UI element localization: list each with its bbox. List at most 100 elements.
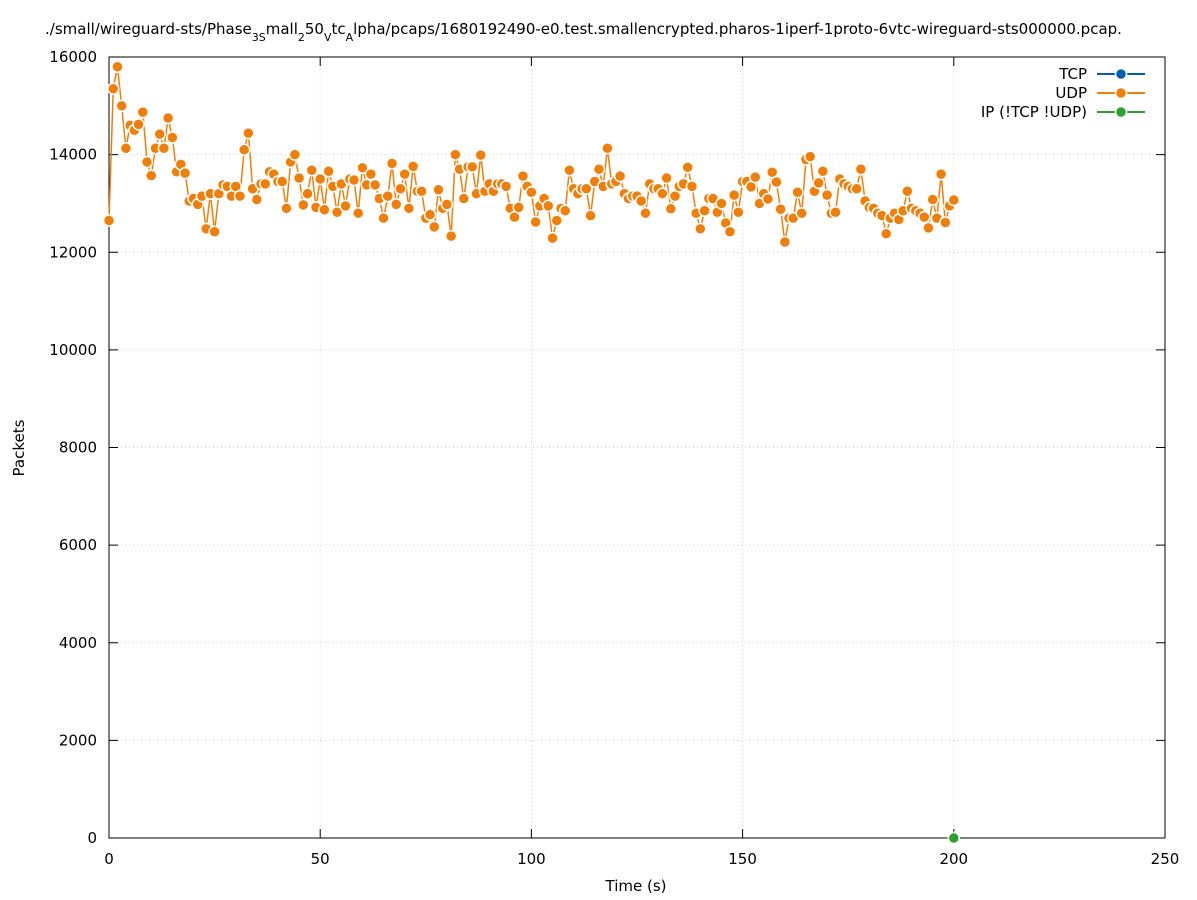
- data-point: [854, 163, 868, 176]
- data-point: [791, 185, 804, 199]
- y-tick-label: 4000: [59, 634, 97, 652]
- data-point: [749, 170, 762, 184]
- data-point: [512, 201, 525, 214]
- data-point: [939, 216, 952, 229]
- title-subscript: A: [346, 31, 354, 44]
- x-tick-label: 0: [104, 850, 114, 868]
- y-axis-label: Packets: [10, 419, 28, 476]
- title-subscript: V: [324, 31, 332, 44]
- plot-frame: [108, 56, 1166, 839]
- data-point: [318, 203, 331, 217]
- chart-title: ./small/wireguard-sts/Phase3Small250VtcA…: [45, 20, 1122, 44]
- data-point: [558, 204, 572, 218]
- data-point: [901, 184, 914, 198]
- data-point: [947, 193, 961, 207]
- data-point: [529, 215, 542, 229]
- data-point: [115, 99, 128, 113]
- title-subscript: 3S: [252, 31, 266, 44]
- data-point: [242, 126, 255, 140]
- data-point: [698, 204, 711, 218]
- y-tick-label: 8000: [59, 439, 97, 457]
- data-point: [613, 169, 627, 183]
- title-subscript: 2: [298, 31, 305, 44]
- data-point: [415, 184, 428, 198]
- data-point: [259, 177, 272, 191]
- data-point: [178, 166, 192, 180]
- data-point: [770, 175, 783, 189]
- data-point: [280, 202, 293, 215]
- data-point: [368, 178, 382, 192]
- data-point: [250, 193, 264, 206]
- data-point: [516, 169, 530, 183]
- data-point: [119, 142, 133, 155]
- data-point: [694, 222, 707, 236]
- x-tick-label: 200: [939, 850, 968, 868]
- data-point: [394, 182, 407, 196]
- data-point: [592, 163, 606, 176]
- data-point: [917, 210, 931, 224]
- data-point: [440, 198, 454, 211]
- data-point: [347, 173, 361, 187]
- data-point: [812, 176, 825, 190]
- data-point: [634, 194, 648, 208]
- data-point: [499, 180, 513, 193]
- x-tick-label: 50: [311, 850, 330, 868]
- data-point: [427, 220, 441, 234]
- data-point: [656, 187, 669, 200]
- data-point: [305, 163, 319, 177]
- x-axis-label: Time (s): [605, 877, 667, 895]
- data-point: [542, 199, 555, 213]
- data-point: [153, 127, 166, 141]
- legend-label: UDP: [1055, 84, 1087, 102]
- data-point: [922, 221, 935, 235]
- legend-label: IP (!TCP !UDP): [981, 103, 1087, 121]
- data-point: [444, 229, 458, 243]
- data-point: [275, 175, 289, 188]
- data-point: [685, 180, 699, 193]
- data-point: [457, 192, 471, 205]
- data-point: [947, 831, 961, 845]
- data-point: [546, 231, 559, 245]
- data-point: [381, 189, 395, 203]
- data-point: [161, 111, 175, 125]
- data-point: [237, 143, 251, 156]
- data-point: [926, 193, 939, 206]
- data-point: [377, 211, 390, 225]
- data-point: [385, 157, 399, 170]
- legend-marker: [1114, 105, 1128, 119]
- y-tick-label: 2000: [59, 731, 97, 749]
- legend-label: TCP: [1058, 65, 1087, 83]
- title-part: mall: [266, 20, 298, 38]
- title-part: 50: [305, 20, 324, 38]
- data-point: [732, 205, 745, 219]
- legend-marker: [1114, 67, 1128, 81]
- x-tick-label: 250: [1151, 850, 1180, 868]
- data-point: [166, 131, 179, 144]
- data-point: [132, 118, 145, 131]
- data-point: [934, 167, 948, 181]
- data-point: [820, 188, 834, 202]
- data-point: [111, 60, 124, 74]
- data-point: [879, 227, 893, 240]
- data-point: [389, 198, 403, 211]
- data-point: [449, 148, 462, 161]
- data-point: [144, 169, 158, 182]
- data-point: [423, 208, 437, 221]
- data-point: [406, 160, 420, 173]
- y-tick-label: 6000: [59, 536, 97, 554]
- data-point: [681, 161, 694, 174]
- x-tick-label: 100: [517, 850, 546, 868]
- data-point: [563, 163, 576, 177]
- data-point: [774, 203, 787, 216]
- data-point: [850, 182, 863, 196]
- data-point: [297, 198, 310, 212]
- data-point: [639, 206, 652, 220]
- data-point: [432, 183, 445, 197]
- data-point: [778, 235, 792, 249]
- data-point: [398, 167, 411, 181]
- data-point: [829, 205, 842, 219]
- data-point: [795, 206, 808, 220]
- data-point: [292, 171, 306, 185]
